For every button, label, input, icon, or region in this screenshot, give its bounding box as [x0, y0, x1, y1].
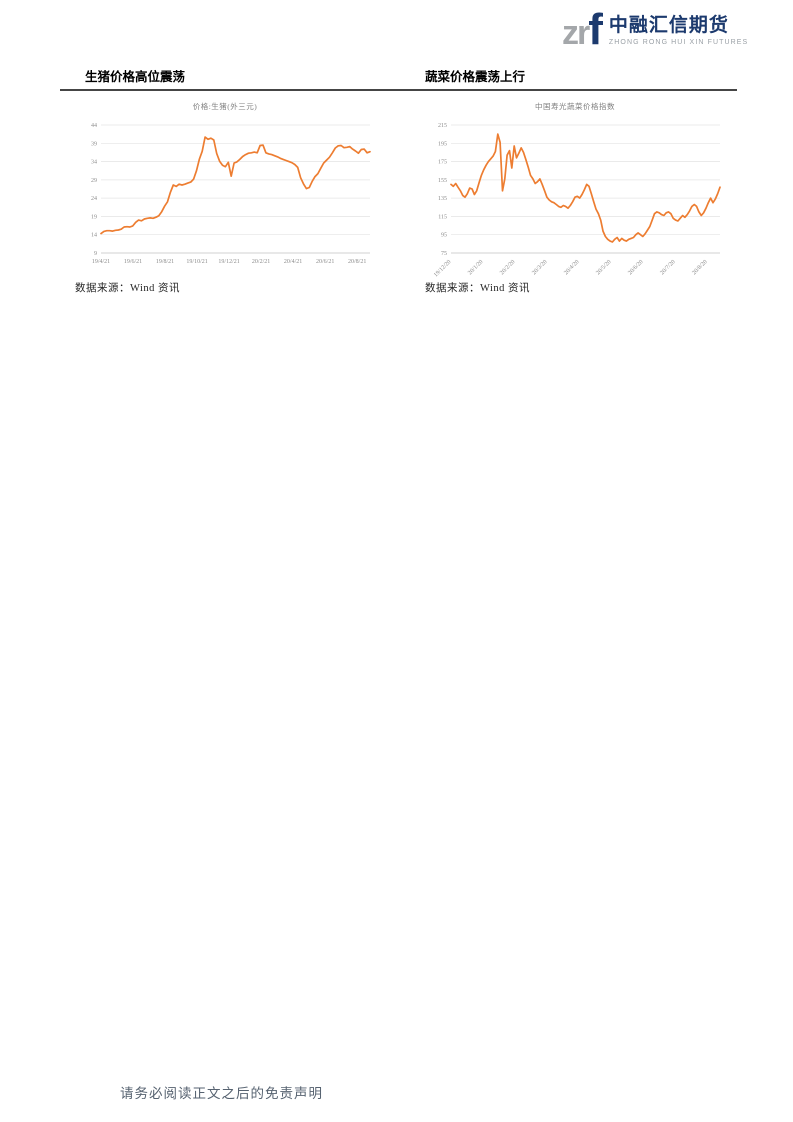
svg-text:20/8/21: 20/8/21 — [348, 259, 366, 265]
svg-text:95: 95 — [441, 233, 447, 239]
svg-text:20/5/20: 20/5/20 — [595, 259, 612, 276]
logo-abbr-gray: zr — [562, 14, 590, 52]
section-heading-hog-prices: 生猪价格高位震荡 — [85, 70, 186, 84]
svg-text:19/6/21: 19/6/21 — [124, 259, 142, 265]
svg-text:19/10/21: 19/10/21 — [186, 259, 207, 265]
data-source-caption: 数据来源：Wind 资讯 — [425, 283, 531, 294]
chart-vegetable-index-canvas: 215 195 175 155 135 115 95 75 19/12/20 20/1/20 20/… — [425, 115, 725, 279]
svg-text:155: 155 — [438, 178, 447, 184]
svg-text:20/2/21: 20/2/21 — [252, 259, 270, 265]
company-logo: zrf 中融汇信期货 ZHONG RONG HUI XIN FUTURES — [562, 8, 749, 52]
svg-text:20/7/20: 20/7/20 — [659, 259, 676, 276]
svg-text:195: 195 — [438, 141, 447, 147]
svg-text:20/4/21: 20/4/21 — [284, 259, 302, 265]
svg-text:215: 215 — [438, 123, 447, 129]
company-name: 中融汇信期货 — [608, 15, 729, 37]
svg-text:14: 14 — [91, 233, 97, 239]
svg-text:39: 39 — [91, 141, 97, 147]
chart-title: 价格:生猪(外三元) — [192, 102, 258, 111]
svg-text:9: 9 — [94, 251, 97, 257]
chart-title: 中国寿光蔬菜价格指数 — [535, 102, 615, 111]
svg-text:19/4/21: 19/4/21 — [92, 259, 110, 265]
logo-abbr-blue: f — [588, 5, 603, 54]
svg-text:29: 29 — [91, 178, 97, 184]
svg-text:34: 34 — [91, 160, 97, 166]
chart-hog-price-canvas: 44 39 34 29 24 19 14 9 19/4/21 19/6/21 19/8/21 19/1… — [75, 115, 375, 275]
footer-disclaimer: 请务必阅读正文之后的免责声明 — [120, 1086, 323, 1101]
svg-text:44: 44 — [91, 123, 97, 129]
svg-text:19/12/21: 19/12/21 — [218, 259, 239, 265]
chart-hog-price-block: 价格:生猪(外三元) 44 39 34 29 24 19 14 9 19/4/21 19/6/21… — [75, 101, 375, 295]
svg-text:20/3/20: 20/3/20 — [531, 259, 548, 276]
svg-text:20/2/20: 20/2/20 — [499, 259, 516, 276]
svg-text:20/4/20: 20/4/20 — [563, 259, 580, 276]
svg-text:19: 19 — [91, 214, 97, 220]
svg-text:20/6/20: 20/6/20 — [627, 259, 644, 276]
svg-text:175: 175 — [438, 160, 447, 166]
data-source-caption: 数据来源：Wind 资讯 — [75, 283, 181, 294]
svg-text:20/6/21: 20/6/21 — [316, 259, 334, 265]
company-tagline: ZHONG RONG HUI XIN FUTURES — [608, 39, 749, 47]
svg-text:19/8/21: 19/8/21 — [156, 259, 174, 265]
chart-vegetable-index-block: 中国寿光蔬菜价格指数 215 195 175 155 135 115 95 75 19/12/2… — [425, 101, 725, 295]
header-divider — [60, 89, 737, 91]
svg-text:135: 135 — [438, 196, 447, 202]
svg-text:20/8/20: 20/8/20 — [691, 259, 708, 276]
svg-text:19/12/20: 19/12/20 — [433, 259, 452, 278]
svg-text:75: 75 — [441, 251, 447, 257]
logo-abbreviation: zrf — [562, 8, 603, 52]
svg-text:20/1/20: 20/1/20 — [467, 259, 484, 276]
section-heading-vegetable-prices: 蔬菜价格震荡上行 — [425, 70, 526, 84]
svg-text:24: 24 — [91, 196, 97, 202]
logo-text-block: 中融汇信期货 ZHONG RONG HUI XIN FUTURES — [608, 15, 749, 47]
svg-text:115: 115 — [438, 214, 447, 220]
